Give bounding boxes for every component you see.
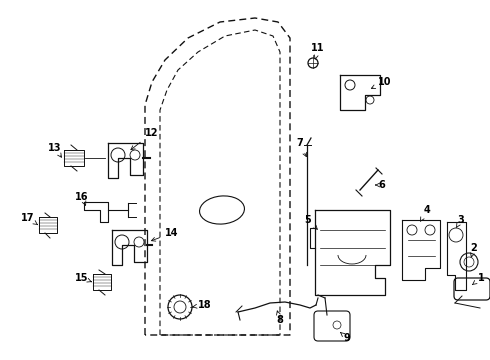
Text: 8: 8 xyxy=(276,311,283,325)
Text: 3: 3 xyxy=(456,215,465,228)
Text: 1: 1 xyxy=(472,273,485,285)
Text: 6: 6 xyxy=(376,180,385,190)
Text: 2: 2 xyxy=(470,243,477,257)
Text: 9: 9 xyxy=(341,333,350,343)
Text: 17: 17 xyxy=(21,213,38,225)
Text: 13: 13 xyxy=(48,143,62,157)
Text: 14: 14 xyxy=(151,228,179,241)
Text: 10: 10 xyxy=(371,77,392,89)
Text: 5: 5 xyxy=(305,215,318,229)
Text: 4: 4 xyxy=(420,205,430,221)
Text: 16: 16 xyxy=(75,192,89,205)
Text: 18: 18 xyxy=(193,300,212,310)
Text: 15: 15 xyxy=(75,273,92,283)
Text: 7: 7 xyxy=(296,138,307,157)
Text: 11: 11 xyxy=(311,43,325,59)
Text: 12: 12 xyxy=(131,128,159,150)
